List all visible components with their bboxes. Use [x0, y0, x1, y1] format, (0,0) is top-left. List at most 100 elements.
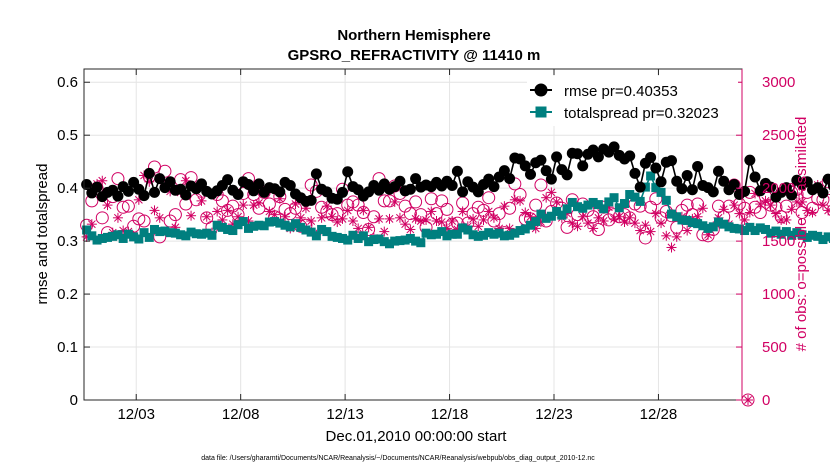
assimilated-obs-marker	[667, 242, 677, 252]
legend-totalspread-label: totalspread pr=0.32023	[564, 105, 719, 122]
y-right-tick-label: 0	[762, 392, 770, 409]
y-left-tick-label: 0.4	[57, 180, 78, 197]
rmse-point	[342, 166, 353, 177]
rmse-point	[394, 176, 405, 187]
rmse-point	[447, 180, 458, 191]
totalspread-point	[416, 238, 425, 247]
assimilated-obs-marker	[473, 221, 483, 231]
x-axis-label: Dec.01,2010 00:00:00 start	[326, 428, 508, 445]
assimilated-obs-marker	[197, 196, 207, 206]
rmse-point	[656, 176, 667, 187]
assimilated-obs-marker	[479, 215, 489, 225]
rmse-point	[624, 150, 635, 161]
assimilated-obs-marker	[719, 204, 729, 214]
totalspread-point	[145, 233, 154, 242]
assimilated-obs-marker	[672, 232, 682, 242]
y-left-tick-label: 0.2	[57, 286, 78, 303]
assimilated-obs-marker	[390, 197, 400, 207]
y-left-tick-label: 0.5	[57, 127, 78, 144]
legend: rmse pr=0.40353 totalspread pr=0.32023	[527, 76, 738, 126]
rmse-point	[311, 168, 322, 179]
rmse-point	[817, 187, 828, 198]
assimilated-obs-marker	[395, 213, 405, 223]
totalspread-point	[657, 188, 666, 197]
rmse-point	[405, 184, 416, 195]
rmse-point	[233, 189, 244, 200]
rmse-point	[666, 155, 677, 166]
y-right-tick-label: 1500	[762, 233, 795, 250]
assimilated-obs-marker	[578, 212, 588, 222]
assimilated-obs-marker	[202, 212, 212, 222]
assimilated-obs-marker	[640, 220, 650, 230]
rmse-point	[144, 168, 155, 179]
totalspread-point	[662, 196, 671, 205]
y-axis-right-label: # of obs: o=possible; ×=assimilated	[793, 117, 810, 352]
y-right-tick-label: 3000	[762, 74, 795, 91]
assimilated-obs-marker	[484, 206, 494, 216]
assimilated-obs-marker	[426, 206, 436, 216]
chart-title-line-1: Northern Hemisphere	[337, 27, 490, 44]
assimilated-obs-marker	[468, 214, 478, 224]
assimilated-obs-marker	[761, 196, 771, 206]
rmse-point	[535, 155, 546, 166]
rmse-point	[645, 152, 656, 163]
assimilated-obs-marker	[343, 205, 353, 215]
y-right-tick-label: 500	[762, 339, 787, 356]
assimilated-obs-marker	[338, 214, 348, 224]
rmse-point	[708, 186, 719, 197]
rmse-point	[139, 190, 150, 201]
assimilated-obs-marker	[306, 216, 316, 226]
assimilated-obs-marker	[734, 209, 744, 219]
rmse-point	[149, 187, 160, 198]
rmse-point	[504, 173, 515, 184]
assimilated-obs-marker	[620, 217, 630, 227]
assimilated-obs-marker	[150, 205, 160, 215]
rmse-point	[457, 186, 468, 197]
totalspread-point	[610, 193, 619, 202]
assimilated-obs-marker	[254, 198, 264, 208]
y-left-tick-label: 0.3	[57, 233, 78, 250]
assimilated-obs-marker	[437, 217, 447, 227]
legend-rmse-marker	[535, 84, 548, 97]
assimilated-obs-marker	[771, 209, 781, 219]
rmse-point	[546, 174, 557, 185]
assimilated-obs-marker	[651, 209, 661, 219]
assimilated-obs-marker	[499, 201, 509, 211]
assimilated-obs-marker	[546, 187, 556, 197]
x-tick-label: 12/28	[640, 406, 678, 423]
assimilated-obs-marker	[113, 213, 123, 223]
x-tick-label: 12/08	[222, 406, 260, 423]
assimilated-obs-marker	[588, 223, 598, 233]
assimilated-obs-marker	[729, 200, 739, 210]
rmse-point	[713, 166, 724, 177]
rmse-point	[739, 186, 750, 197]
y-axis-left-label: rmse and totalspread	[34, 164, 51, 305]
rmse-point	[562, 169, 573, 180]
rmse-point	[577, 160, 588, 171]
assimilated-obs-marker	[238, 200, 248, 210]
assimilated-obs-marker	[458, 206, 468, 216]
rmse-point	[337, 187, 348, 198]
assimilated-obs-marker	[781, 215, 791, 225]
assimilated-obs-marker	[364, 222, 374, 232]
assimilated-obs-marker	[656, 218, 666, 228]
y-right-tick-label: 2000	[762, 180, 795, 197]
rmse-point	[692, 161, 703, 172]
assimilated-obs-marker	[489, 213, 499, 223]
totalspread-point	[620, 199, 629, 208]
rmse-point	[629, 168, 640, 179]
rmse-point	[551, 151, 562, 162]
assimilated-obs-marker	[552, 197, 562, 207]
rmse-point	[306, 195, 317, 206]
assimilated-obs-marker	[661, 231, 671, 241]
x-tick-label: 12/18	[431, 406, 469, 423]
assimilated-obs-marker	[358, 205, 368, 215]
assimilated-obs-marker	[155, 213, 165, 223]
y-left-tick-label: 0	[70, 392, 78, 409]
rmse-point	[650, 163, 661, 174]
totalspread-point	[636, 197, 645, 206]
rmse-point	[676, 183, 687, 194]
rmse-point	[687, 184, 698, 195]
assimilated-obs-marker	[573, 221, 583, 231]
assimilated-obs-marker	[385, 214, 395, 224]
